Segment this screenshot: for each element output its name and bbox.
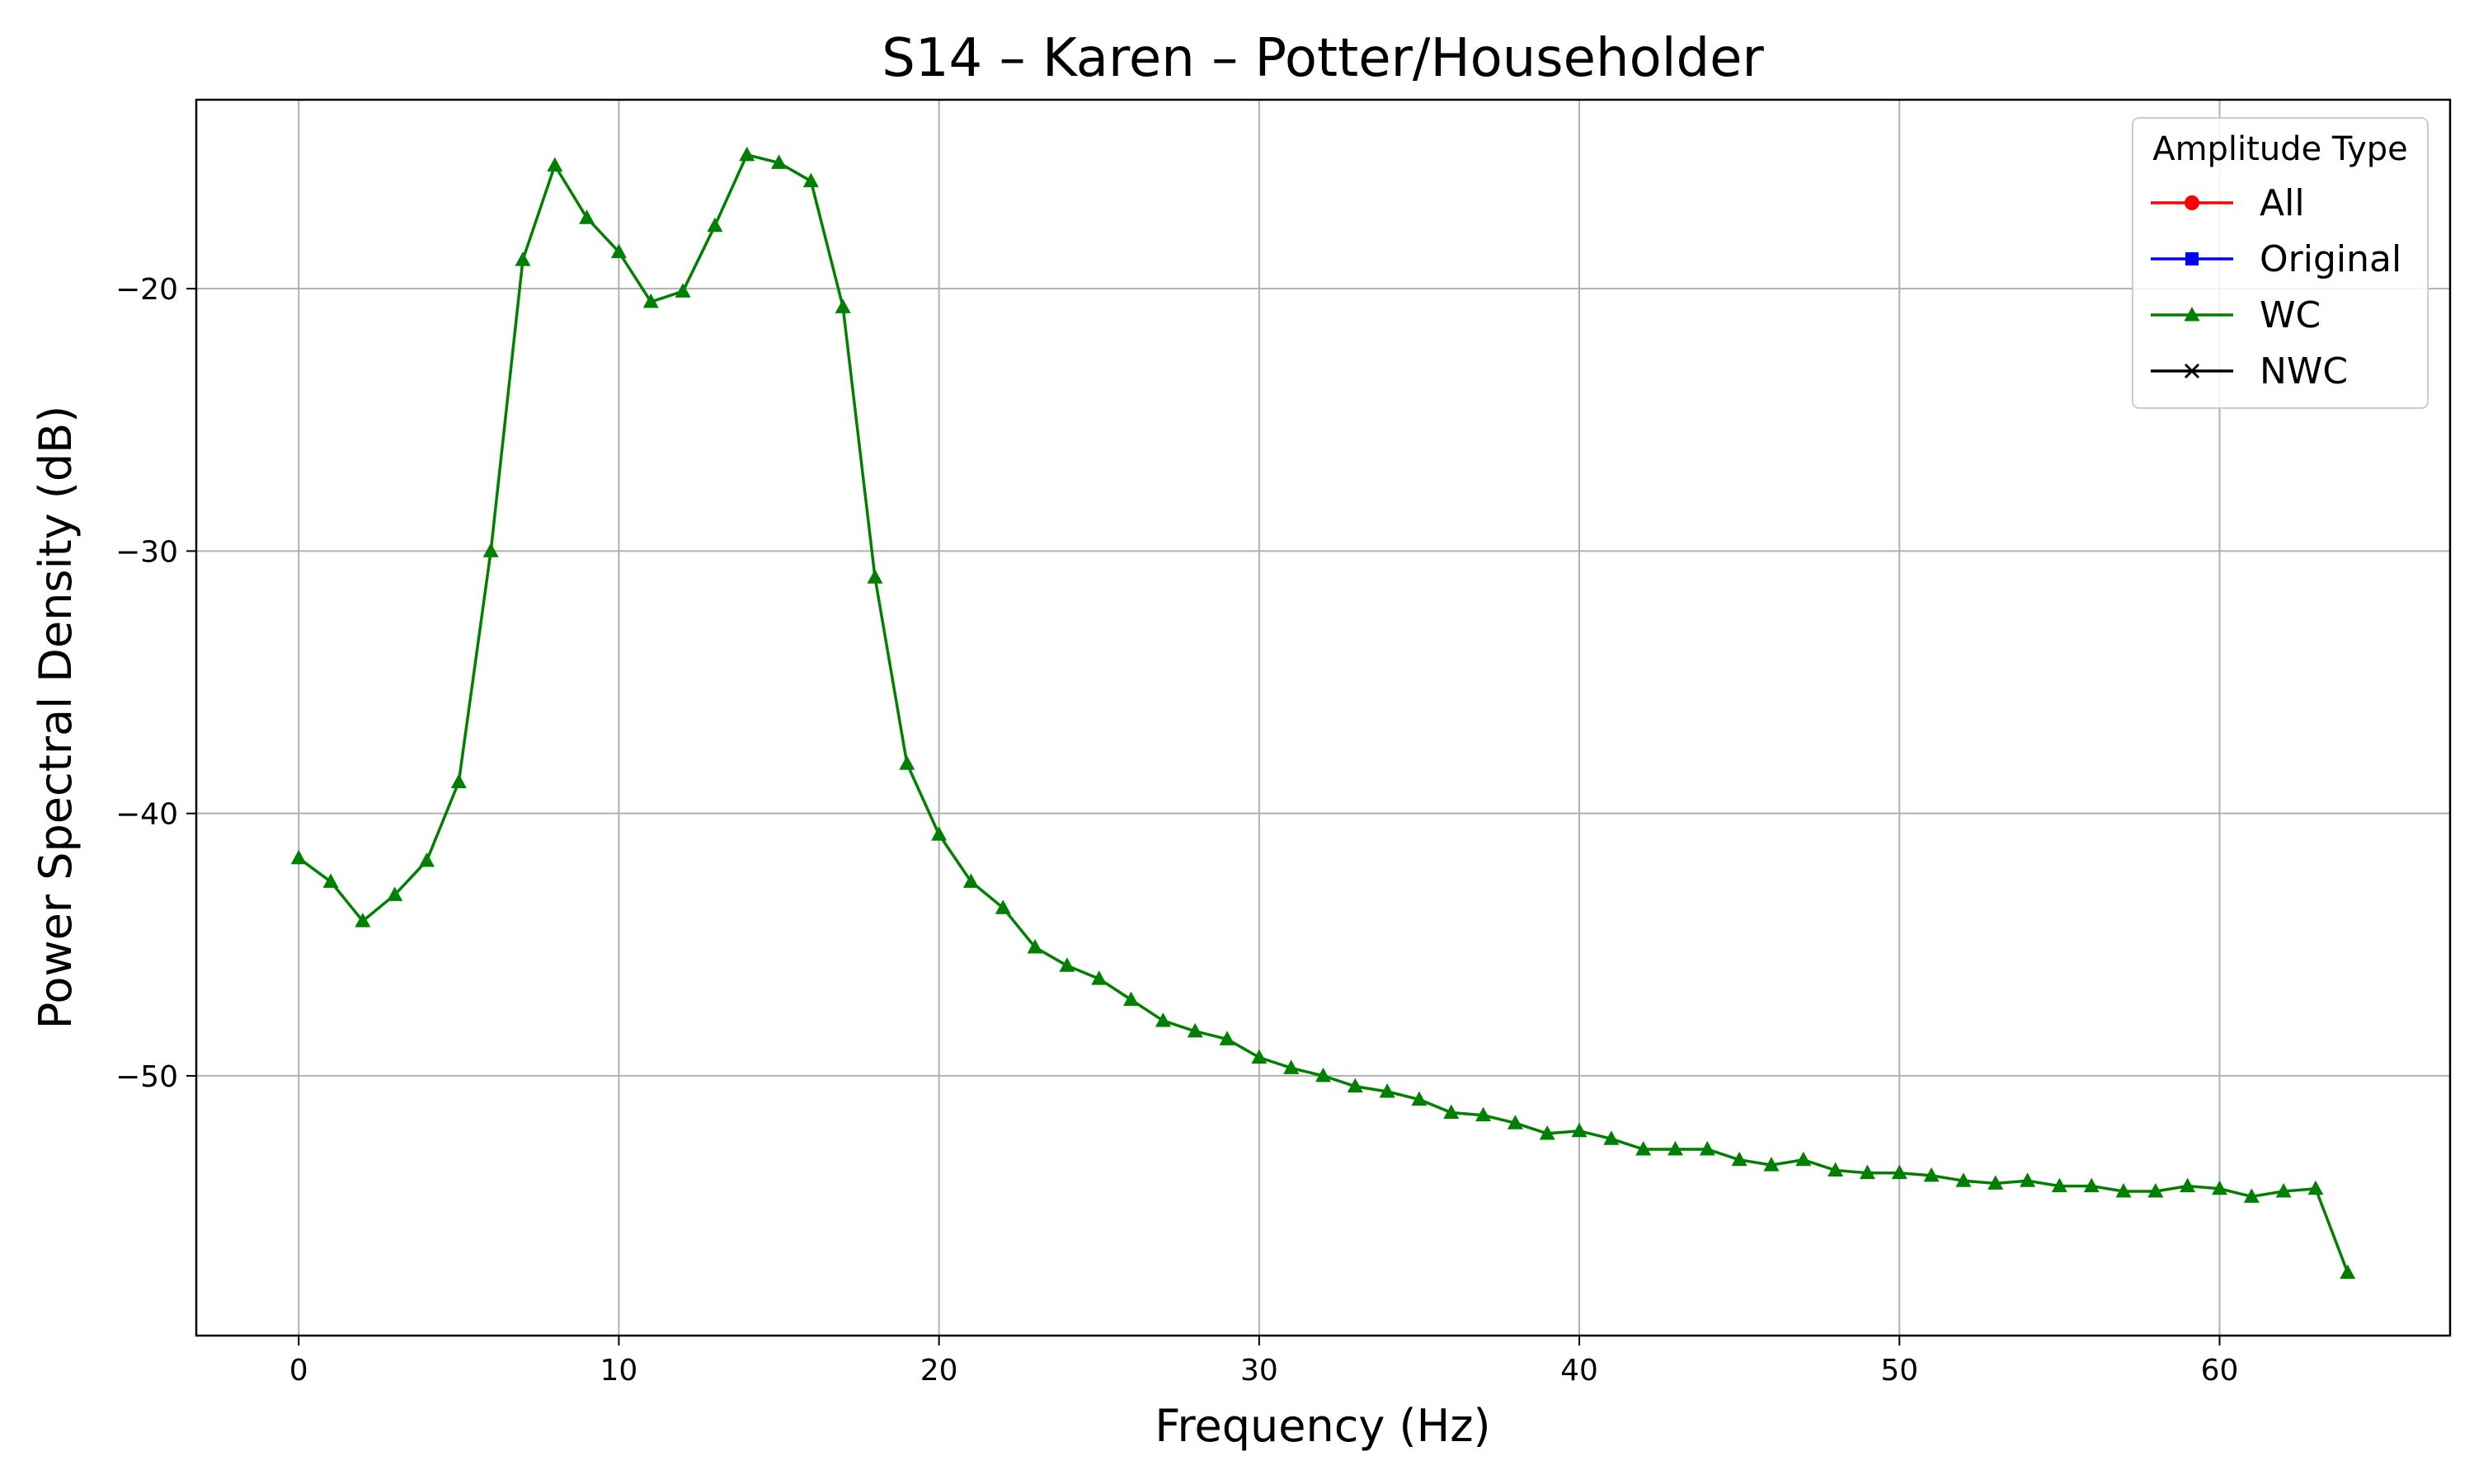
data-point-marker [1091, 970, 1108, 985]
data-point-marker [1891, 1164, 1907, 1180]
legend-box [2132, 117, 2429, 409]
series-layer [290, 146, 2356, 1280]
data-point-marker [867, 569, 883, 584]
data-point-marker [579, 209, 595, 224]
data-point-marker [1923, 1167, 1940, 1182]
x-axis-title: Frequency (Hz) [1155, 1400, 1490, 1452]
data-point-marker [1763, 1157, 1780, 1172]
x-tick-label: 50 [1880, 1354, 1918, 1388]
data-point-marker [1027, 938, 1043, 954]
data-point-marker [1123, 991, 1140, 1007]
data-point-marker [2115, 1182, 2132, 1198]
data-point-marker [1795, 1151, 1812, 1167]
data-point-marker [419, 852, 435, 867]
data-point-marker [450, 773, 467, 788]
data-point-marker [1571, 1122, 1587, 1138]
data-point-marker [642, 294, 659, 308]
data-point-marker [802, 172, 819, 188]
data-point-marker [1827, 1162, 1844, 1176]
data-point-marker [995, 899, 1011, 914]
data-point-marker [2180, 1177, 2196, 1193]
data-point-marker [1699, 1141, 1715, 1156]
data-point-marker [2083, 1177, 2100, 1193]
data-point-marker [1379, 1083, 1395, 1098]
x-tick-label: 30 [1240, 1354, 1278, 1388]
legend-marker-triangle [2184, 307, 2200, 322]
data-point-marker [707, 217, 723, 232]
x-tick-label: 0 [289, 1354, 308, 1388]
data-point-marker [1731, 1151, 1747, 1167]
x-tick-label: 10 [600, 1354, 638, 1388]
data-point-marker [515, 251, 531, 266]
y-tick-label: −50 [115, 1060, 178, 1094]
data-point-marker [1315, 1067, 1331, 1082]
legend-entries: All Original WC NWC [2151, 182, 2401, 392]
data-point-marker [322, 873, 339, 888]
data-point-marker [835, 298, 851, 313]
plot-frame [195, 98, 2452, 1337]
data-point-marker [1155, 1012, 1171, 1027]
data-point-marker [1059, 957, 1075, 972]
data-point-marker [1507, 1115, 1523, 1129]
data-point-marker [1635, 1141, 1652, 1156]
data-point-marker [1347, 1078, 1363, 1093]
data-point-marker [1219, 1031, 1235, 1045]
data-point-marker [1443, 1104, 1460, 1119]
data-point-marker [1987, 1175, 2004, 1190]
data-point-marker [1539, 1125, 1555, 1140]
data-point-marker [2307, 1180, 2324, 1195]
data-point-marker [962, 873, 979, 888]
x-tick-label: 60 [2201, 1354, 2239, 1388]
data-point-marker [899, 755, 915, 770]
data-point-marker [1667, 1141, 1684, 1156]
legend-label: All [2260, 182, 2305, 224]
legend: Amplitude Type All Original WC NWC [2132, 117, 2429, 409]
data-point-marker [1955, 1172, 1972, 1187]
data-point-marker [610, 243, 627, 259]
grid-lines [196, 100, 2450, 1336]
legend-marker-x [2184, 363, 2200, 379]
x-tick-label: 40 [1560, 1354, 1598, 1388]
data-point-marker [355, 913, 371, 928]
data-point-marker [2051, 1177, 2067, 1193]
data-point-marker [2243, 1188, 2260, 1203]
axis-ticks: 0 10 20 30 40 50 60 −20 −30 −40 −50 [115, 273, 2238, 1388]
data-point-marker [675, 283, 691, 298]
y-tick-label: −40 [115, 798, 178, 832]
data-point-marker [1283, 1059, 1300, 1074]
legend-label: NWC [2260, 350, 2348, 392]
data-point-marker [1859, 1164, 1875, 1180]
legend-label: WC [2260, 294, 2321, 336]
data-point-marker [2020, 1172, 2036, 1187]
data-point-marker [2147, 1182, 2164, 1198]
series-line-wc [298, 153, 2349, 1274]
data-point-marker [771, 154, 788, 169]
legend-marker-square [2185, 252, 2199, 265]
y-axis-title: Power Spectral Density (dB) [30, 406, 82, 1029]
chart-title: S14 – Karen – Potter/Householder [882, 28, 1764, 89]
legend-label: Original [2260, 238, 2401, 280]
x-tick-label: 20 [920, 1354, 958, 1388]
data-point-marker [1475, 1106, 1492, 1122]
data-point-marker [482, 542, 499, 557]
data-point-marker [1251, 1049, 1268, 1064]
legend-marker-circle [2185, 195, 2199, 210]
data-point-marker [1411, 1091, 1427, 1106]
y-tick-label: −30 [115, 535, 178, 569]
data-point-marker [2340, 1264, 2356, 1280]
data-point-marker [1603, 1130, 1620, 1145]
data-point-marker [1187, 1022, 1203, 1038]
data-point-marker [547, 157, 563, 172]
data-point-marker [2275, 1182, 2292, 1198]
legend-title: Amplitude Type [2152, 130, 2408, 168]
data-point-marker [739, 146, 755, 162]
y-tick-label: −20 [115, 273, 178, 307]
data-point-marker [387, 886, 403, 901]
data-point-marker [290, 849, 307, 865]
data-point-marker [931, 826, 948, 841]
data-point-marker [2211, 1180, 2227, 1195]
